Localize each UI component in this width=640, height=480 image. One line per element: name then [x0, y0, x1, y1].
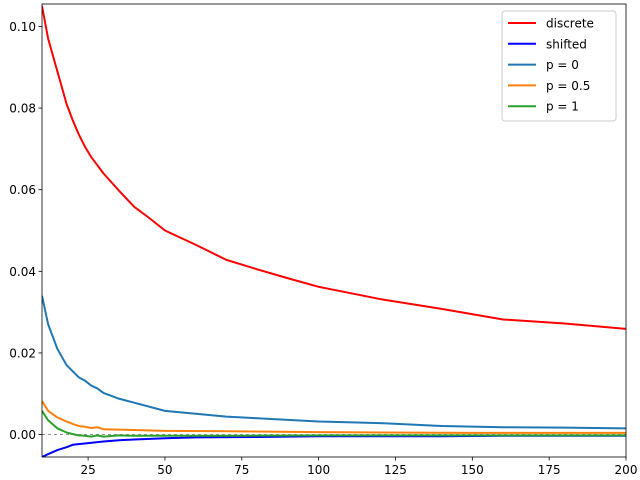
y-tick-label-1: 0.02	[9, 346, 36, 360]
x-tick-label-5: 150	[461, 463, 484, 477]
x-tick-label-2: 75	[234, 463, 249, 477]
legend-label-0: discrete	[546, 17, 594, 31]
y-tick-label-2: 0.04	[9, 265, 36, 279]
x-tick-label-6: 175	[538, 463, 561, 477]
y-tick-label-0: 0.00	[9, 428, 36, 442]
axes: 25 50 75 100 125 150 175 200 0.00 0.02 0.04 0.06 0.0…	[9, 3, 638, 477]
x-tick-label-7: 200	[615, 463, 638, 477]
x-tick-label-0: 25	[80, 463, 95, 477]
series-line-2	[42, 295, 626, 430]
legend-label-3: p = 0.5	[546, 79, 590, 93]
y-tick-label-3: 0.06	[9, 183, 36, 197]
y-tick-label-5: 0.10	[9, 20, 36, 34]
x-tick-label-3: 100	[307, 463, 330, 477]
series-line-0	[42, 5, 626, 330]
legend-label-2: p = 0	[546, 58, 579, 72]
x-tick-label-1: 50	[157, 463, 172, 477]
plot-area	[42, 5, 626, 457]
legend-label-1: shifted	[546, 37, 587, 51]
plot-series-group	[42, 5, 626, 457]
legend-label-4: p = 1	[546, 100, 579, 114]
series-line-3	[42, 400, 626, 434]
legend: discrete shifted p = 0 p = 0.5 p = 1	[501, 10, 617, 122]
x-tick-label-4: 125	[384, 463, 407, 477]
series-line-1	[42, 434, 626, 457]
axes-frame	[41, 3, 627, 458]
y-tick-label-4: 0.08	[9, 102, 36, 116]
legend-box	[501, 10, 617, 122]
series-line-4	[42, 410, 626, 438]
